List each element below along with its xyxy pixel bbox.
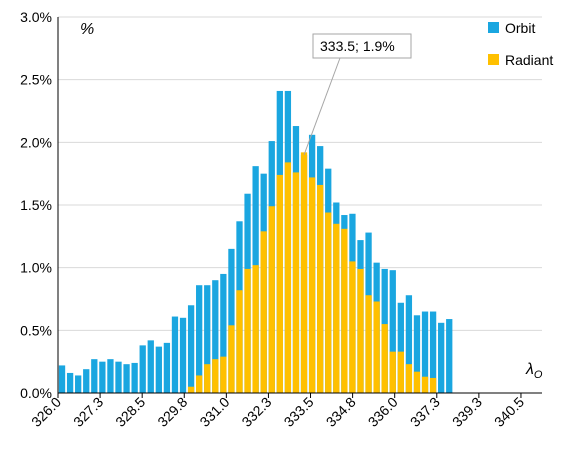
orbit-bar	[58, 365, 66, 393]
x-tick-label: 336.0	[365, 394, 401, 430]
orbit-bar	[204, 285, 211, 393]
orbit-bar	[66, 372, 74, 393]
orbit-bar	[405, 295, 413, 393]
radiant-bar	[389, 351, 396, 393]
radiant-bar	[381, 324, 388, 393]
radiant-bar	[228, 325, 235, 393]
radiant-bar	[308, 177, 316, 393]
radiant-bar	[196, 375, 203, 393]
x-tick-labels: 326.0 327.3 328.5 329.8 331.0 332.3 333.5 334.8…	[28, 394, 527, 430]
x-tick-label: 329.8	[154, 394, 190, 430]
radiant-bar	[349, 261, 356, 393]
orbit-bar	[212, 280, 219, 393]
annotation-callout: 333.5; 1.9%	[303, 33, 412, 156]
y-tick-label: 2.0%	[20, 134, 52, 150]
radiant-bar	[292, 172, 300, 393]
radiant-bar	[187, 386, 195, 393]
orbit-bar	[155, 346, 162, 393]
radiant-bar	[260, 231, 267, 393]
x-tick-label: 333.5	[281, 394, 317, 430]
x-axis-label-main: λ	[525, 361, 534, 378]
radiant-bar	[421, 376, 429, 393]
x-axis-label-sub: O	[534, 369, 543, 381]
orbit-bar	[446, 319, 453, 393]
y-tick-labels: 0.0% 0.5% 1.0% 1.5% 2.0% 2.5% 3.0%	[20, 9, 52, 401]
orbit-bar	[228, 248, 235, 393]
orbit-bar	[83, 369, 90, 393]
orbit-bar	[389, 270, 396, 393]
radiant-bars	[187, 152, 437, 393]
radiant-bar	[373, 301, 380, 393]
radiant-bar	[244, 268, 251, 393]
x-tick-label: 327.3	[70, 394, 106, 430]
orbit-bar	[147, 340, 154, 393]
radiant-bar	[212, 359, 219, 393]
legend-label-radiant: Radiant	[505, 52, 553, 68]
radiant-bar	[220, 356, 227, 393]
radiant-bar	[341, 228, 348, 393]
radiant-bar	[429, 377, 437, 393]
radiant-bar	[268, 206, 275, 393]
orbit-bar	[438, 322, 445, 393]
orbit-bar	[413, 315, 421, 393]
orbit-bar	[91, 359, 98, 393]
orbit-bar	[179, 317, 187, 393]
orbit-bar	[99, 361, 106, 393]
y-tick-label: 1.0%	[20, 260, 52, 276]
radiant-bar	[236, 290, 243, 393]
orbit-bar	[196, 285, 203, 393]
y-tick-label: 1.5%	[20, 197, 52, 213]
legend-label-orbit: Orbit	[505, 20, 535, 36]
orbit-bar	[429, 311, 437, 393]
x-tick-label: 331.0	[196, 394, 232, 430]
x-tick-label: 339.3	[449, 394, 485, 430]
radiant-bar	[333, 223, 340, 393]
radiant-bar	[405, 364, 413, 393]
radiant-bar	[252, 265, 259, 393]
x-tick-label: 337.3	[407, 394, 443, 430]
y-unit-label: %	[80, 21, 94, 38]
radiant-bar	[397, 351, 404, 393]
orbit-bar	[139, 345, 146, 393]
orbit-bar	[187, 305, 195, 393]
axes	[57, 17, 542, 398]
orbit-bar	[115, 361, 122, 393]
radiant-bar	[276, 174, 283, 393]
x-tick-label: 340.5	[491, 394, 527, 430]
radiant-bar	[325, 212, 332, 393]
radiant-bar	[284, 162, 292, 393]
orbit-bar	[123, 364, 130, 393]
legend-swatch-orbit	[488, 22, 499, 33]
x-tick-label: 332.3	[238, 394, 274, 430]
radiant-bar	[300, 152, 308, 393]
orbit-bar	[131, 362, 138, 393]
callout-text: 333.5; 1.9%	[320, 38, 395, 54]
radiant-bar	[317, 184, 324, 393]
callout-leader-line	[303, 57, 341, 156]
y-tick-label: 0.5%	[20, 322, 52, 338]
x-tick-label: 328.5	[112, 394, 148, 430]
orbit-bar	[397, 302, 404, 393]
y-tick-label: 0.0%	[20, 385, 52, 401]
gridlines	[58, 16, 542, 331]
orbit-bar	[75, 375, 82, 393]
orbit-bar	[421, 311, 429, 393]
legend-swatch-radiant	[488, 54, 499, 65]
radiant-bar	[204, 364, 211, 393]
x-axis-label: λO	[525, 361, 543, 381]
orbit-bar	[171, 316, 179, 393]
orbit-bar	[220, 273, 227, 393]
y-tick-label: 3.0%	[20, 9, 52, 25]
orbit-bar	[107, 359, 114, 393]
legend: Orbit Radiant	[488, 20, 553, 68]
radiant-bar	[413, 371, 421, 393]
radiant-bar	[357, 268, 364, 393]
orbit-bar	[163, 342, 171, 393]
callout-box	[312, 33, 412, 59]
y-tick-label: 2.5%	[20, 72, 52, 88]
radiant-bar	[365, 295, 372, 393]
x-tick-label: 334.8	[323, 394, 359, 430]
